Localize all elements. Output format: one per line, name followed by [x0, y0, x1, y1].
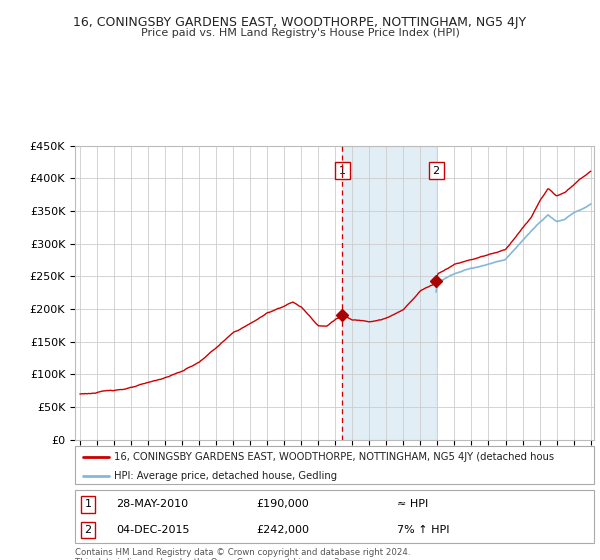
Text: 7% ↑ HPI: 7% ↑ HPI — [397, 525, 449, 535]
Text: 16, CONINGSBY GARDENS EAST, WOODTHORPE, NOTTINGHAM, NG5 4JY: 16, CONINGSBY GARDENS EAST, WOODTHORPE, … — [73, 16, 527, 29]
Text: 1: 1 — [339, 166, 346, 176]
Text: 16, CONINGSBY GARDENS EAST, WOODTHORPE, NOTTINGHAM, NG5 4JY (detached hous: 16, CONINGSBY GARDENS EAST, WOODTHORPE, … — [114, 452, 554, 462]
FancyBboxPatch shape — [75, 490, 594, 543]
Text: Price paid vs. HM Land Registry's House Price Index (HPI): Price paid vs. HM Land Registry's House … — [140, 28, 460, 38]
Text: 28-MAY-2010: 28-MAY-2010 — [116, 500, 188, 510]
Text: £242,000: £242,000 — [257, 525, 310, 535]
Text: 1: 1 — [85, 500, 91, 510]
Bar — [343, 146, 436, 440]
FancyBboxPatch shape — [75, 446, 594, 484]
Text: 2: 2 — [85, 525, 92, 535]
Text: £190,000: £190,000 — [257, 500, 310, 510]
Text: 04-DEC-2015: 04-DEC-2015 — [116, 525, 190, 535]
Text: ≈ HPI: ≈ HPI — [397, 500, 428, 510]
Text: Contains HM Land Registry data © Crown copyright and database right 2024.
This d: Contains HM Land Registry data © Crown c… — [75, 548, 410, 560]
Text: HPI: Average price, detached house, Gedling: HPI: Average price, detached house, Gedl… — [114, 471, 337, 481]
Text: 2: 2 — [433, 166, 440, 176]
